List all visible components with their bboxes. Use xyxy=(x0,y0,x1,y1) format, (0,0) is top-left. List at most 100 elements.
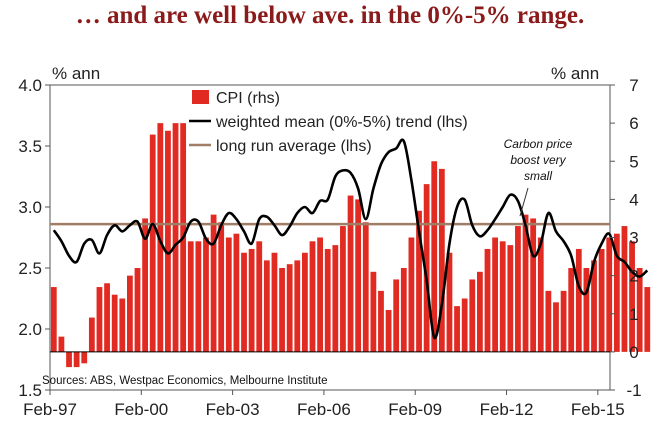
x-tick-label: Feb-06 xyxy=(297,400,351,419)
cpi-bar xyxy=(560,290,567,352)
cpi-bar xyxy=(104,283,110,352)
cpi-bar xyxy=(461,298,468,352)
right-tick-label: -1 xyxy=(626,381,641,400)
cpi-bar xyxy=(263,260,270,352)
cpi-bar xyxy=(431,161,438,352)
cpi-bar xyxy=(613,233,620,352)
right-unit-label: % ann xyxy=(551,64,599,83)
cpi-bar xyxy=(187,241,194,352)
cpi-bar xyxy=(553,302,559,352)
cpi-bar xyxy=(127,275,133,352)
cpi-bar xyxy=(583,268,590,352)
left-tick-label: 3.0 xyxy=(18,198,42,217)
cpi-bar xyxy=(332,245,339,352)
cpi-bar xyxy=(575,248,582,352)
right-tick-label: 5 xyxy=(629,152,638,171)
cpi-bar xyxy=(203,237,209,352)
legend-label-average: long run average (lhs) xyxy=(216,138,372,155)
left-axis: 1.5 2.0 2.5 3.0 3.5 4.0 xyxy=(18,76,50,400)
cpi-bar xyxy=(286,264,293,352)
cpi-bar xyxy=(210,214,217,352)
cpi-bar xyxy=(134,268,141,352)
cpi-bar xyxy=(149,134,156,352)
cpi-bar xyxy=(446,252,453,352)
left-tick-label: 4.0 xyxy=(18,76,42,95)
right-tick-label: 3 xyxy=(629,229,638,248)
cpi-bar xyxy=(66,351,72,368)
x-tick-label: Feb-97 xyxy=(23,400,77,419)
cpi-bar xyxy=(195,241,202,352)
right-tick-label: 1 xyxy=(629,305,638,324)
cpi-bar xyxy=(400,268,407,352)
cpi-bar xyxy=(58,336,65,352)
cpi-bar xyxy=(629,241,635,352)
annotation-line-3: small xyxy=(524,169,552,183)
cpi-bar xyxy=(454,306,460,352)
legend-label-cpi: CPI (rhs) xyxy=(216,90,280,107)
cpi-bar xyxy=(537,237,544,352)
cpi-bar xyxy=(340,226,346,352)
cpi-bar xyxy=(636,268,643,352)
cpi-bar xyxy=(469,279,476,352)
annotation-line-1: Carbon price xyxy=(504,137,573,151)
cpi-bar xyxy=(73,351,80,368)
chart-title: … and are well below ave. in the 0%-5% r… xyxy=(75,2,585,29)
x-tick-label: Feb-03 xyxy=(206,400,260,419)
cpi-bar xyxy=(111,294,118,352)
weighted-mean-trend-line xyxy=(52,138,649,340)
cpi-bar xyxy=(477,271,483,352)
cpi-bar xyxy=(644,287,651,352)
cpi-bar xyxy=(545,290,552,352)
x-tick-label: Feb-09 xyxy=(388,400,442,419)
cpi-bar xyxy=(591,260,597,352)
cpi-bar xyxy=(302,252,308,352)
left-tick-label: 2.5 xyxy=(18,259,42,278)
cpi-bar xyxy=(362,222,369,352)
cpi-bar xyxy=(385,309,392,352)
cpi-bar xyxy=(522,214,529,352)
cpi-bar xyxy=(347,195,354,352)
cpi-bar xyxy=(492,237,498,352)
x-tick-label: Feb-15 xyxy=(571,400,625,419)
cpi-bar xyxy=(119,298,126,352)
annotation: Carbon price boost very small xyxy=(504,137,573,217)
cpi-bar xyxy=(218,222,225,352)
cpi-bar xyxy=(271,252,278,352)
cpi-bar xyxy=(157,123,164,352)
cpi-bar xyxy=(438,168,445,352)
cpi-bar xyxy=(598,248,605,352)
cpi-bar xyxy=(309,241,316,352)
cpi-bar xyxy=(81,351,88,364)
left-tick-label: 1.5 xyxy=(18,381,42,400)
x-axis: Feb-97 Feb-00 Feb-03 Feb-06 Feb-09 Feb-12 Feb-… xyxy=(23,390,625,419)
x-tick-label: Feb-00 xyxy=(114,400,168,419)
annotation-pointer xyxy=(519,187,529,217)
cpi-bar xyxy=(416,210,422,352)
x-tick-label: Feb-12 xyxy=(480,400,534,419)
cpi-bar xyxy=(568,268,575,352)
cpi-bar xyxy=(172,123,179,352)
cpi-bars xyxy=(50,123,651,368)
cpi-bar xyxy=(96,287,103,352)
cpi-bar xyxy=(241,252,247,352)
cpi-bar xyxy=(165,130,171,352)
cpi-bar xyxy=(355,199,362,352)
cpi-bar xyxy=(484,248,491,352)
cpi-bar xyxy=(378,290,384,352)
cpi-bar xyxy=(370,271,377,352)
cpi-bar xyxy=(50,287,57,352)
legend-swatch-cpi xyxy=(192,90,209,104)
left-tick-label: 3.5 xyxy=(18,137,42,156)
cpi-bar xyxy=(499,241,506,352)
cpi-bar xyxy=(324,248,331,352)
cpi-bar xyxy=(279,268,285,352)
cpi-bar xyxy=(233,233,240,352)
cpi-bar xyxy=(88,317,95,352)
right-axis: -1 0 1 2 3 4 5 6 7 xyxy=(610,76,642,400)
cpi-bar xyxy=(393,279,400,352)
left-unit-label: % ann xyxy=(52,64,100,83)
annotation-line-2: boost very xyxy=(510,153,566,167)
cpi-bar xyxy=(317,237,323,352)
cpi-bar xyxy=(530,218,537,352)
